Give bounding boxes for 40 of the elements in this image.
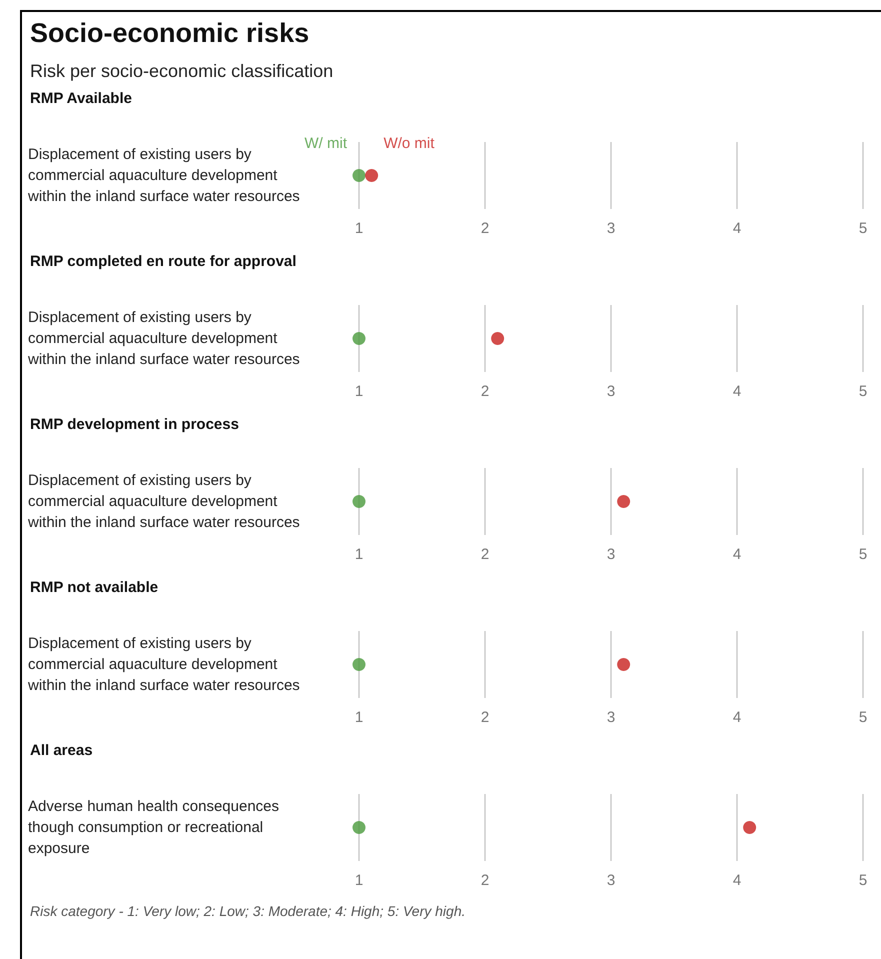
chart-title: Socio-economic risks [30, 18, 310, 49]
x-tick-label: 1 [354, 220, 364, 237]
text: RMP not available [30, 579, 160, 596]
text: RMP completed en route for approval [30, 253, 298, 270]
y-tick-label: Displacement of existing users by commercial aquaculture development within the inland surface water resources [27, 635, 300, 694]
x-tick-label: 2 [480, 220, 490, 237]
x-tick-label: 2 [480, 546, 490, 563]
x-tick-label: 4 [732, 546, 742, 563]
x-tick-label: 3 [606, 872, 616, 889]
x-tick-label: 5 [858, 872, 868, 889]
x-tick-label: 1 [354, 709, 364, 726]
text: RMP Available [30, 90, 133, 107]
x-tick-label: 4 [732, 220, 742, 237]
x-tick-label: 1 [354, 383, 364, 400]
text: All areas [30, 742, 94, 759]
y-tick-label: Displacement of existing users by commercial aquaculture development within the inland surface water resources [27, 309, 300, 368]
x-tick-label: 3 [606, 220, 616, 237]
text: RMP development in process [30, 416, 240, 433]
x-tick-label: 1 [354, 546, 364, 563]
x-tick-label: 5 [858, 546, 868, 563]
text: Risk category - 1: Very low; 2: Low; 3: Moderate; 4: High; 5: Very high. [30, 903, 466, 919]
x-tick-label: 4 [732, 872, 742, 889]
x-tick-label: 3 [606, 546, 616, 563]
text: Risk per socio-economic classification [30, 61, 334, 82]
x-tick-label: 4 [732, 709, 742, 726]
x-tick-label: 3 [606, 709, 616, 726]
y-tick-label: Adverse human health consequences though consumption or recreational exposure [28, 798, 284, 857]
x-tick-label: 5 [858, 709, 868, 726]
x-tick-label: 5 [858, 220, 868, 237]
y-tick-label: Displacement of existing users by commercial aquaculture development within the inland surface water resources [27, 146, 300, 205]
x-tick-label: 5 [858, 383, 868, 400]
series-label: W/ mit [304, 135, 348, 152]
x-tick-label: 2 [480, 709, 490, 726]
x-tick-label: 3 [606, 383, 616, 400]
x-tick-label: 4 [732, 383, 742, 400]
x-tick-label: 1 [354, 872, 364, 889]
y-tick-label: Displacement of existing users by commercial aquaculture development within the inland surface water resources [27, 472, 300, 531]
series-label: W/o mit [384, 135, 436, 152]
x-tick-label: 2 [480, 383, 490, 400]
x-tick-label: 2 [480, 872, 490, 889]
